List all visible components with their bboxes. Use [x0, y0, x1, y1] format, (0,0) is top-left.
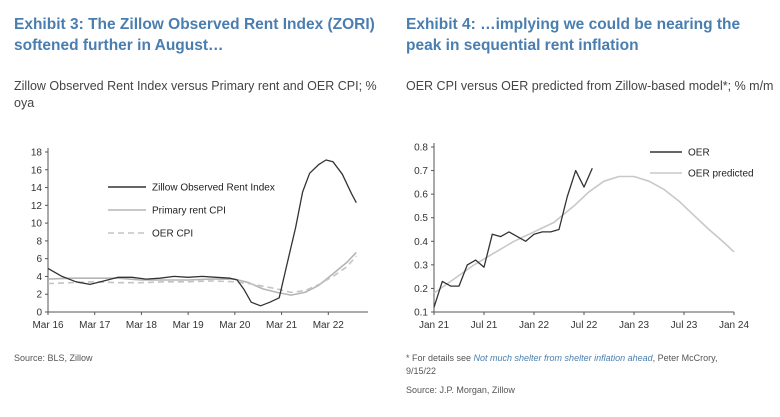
exhibit-3-chart: 0 2 4 6 8 10 12 14 16 18 Mar 16 Mar 17 Mar 18 Mar 19 M… — [31, 148, 368, 331]
y-tick-label: 10 — [31, 219, 43, 230]
exhibit-4-footnote: * For details see Not much shelter from … — [406, 352, 746, 378]
y-tick-label: 0.1 — [414, 308, 428, 319]
exhibit-4-title: Exhibit 4: …implying we could be nearing… — [406, 16, 741, 54]
series-line-oer-cpi — [47, 255, 357, 294]
y-tick-label: 0 — [36, 308, 42, 319]
exhibit-4-source: Source: J.P. Morgan, Zillow — [406, 385, 515, 395]
y-tick-label: 18 — [31, 148, 43, 159]
y-tick-label: 2 — [36, 290, 42, 301]
x-tick-label: Jul 21 — [471, 320, 498, 331]
exhibit-3-title: Exhibit 3: The Zillow Observed Rent Inde… — [14, 16, 375, 54]
exhibit-3-subtitle: Zillow Observed Rent Index versus Primar… — [14, 79, 377, 110]
exhibit-4-chart: 0.1 0.2 0.3 0.4 0.5 0.6 0.7 0.8 Jan 21 Jul 21 Jan … — [414, 143, 754, 332]
footnote-suffix: , Peter McCrory, 9/15/22 — [406, 353, 718, 376]
x-tick-label: Mar 16 — [32, 320, 64, 331]
x-tick-label: Jan 22 — [519, 320, 549, 331]
x-tick-label: Jan 21 — [419, 320, 449, 331]
exhibit-3-source: Source: BLS, Zillow — [14, 353, 93, 363]
y-tick-label: 0.8 — [414, 143, 428, 154]
y-tick-label: 0.2 — [414, 284, 428, 295]
legend-label-oer: OER — [688, 148, 710, 159]
y-tick-label: 16 — [31, 165, 43, 176]
y-tick-label: 12 — [31, 201, 43, 212]
x-tick-label: Jul 23 — [671, 320, 698, 331]
y-tick-label: 0.7 — [414, 166, 428, 177]
x-tick-label: Mar 20 — [219, 320, 251, 331]
x-tick-label: Mar 22 — [313, 320, 345, 331]
x-tick-label: Jul 22 — [571, 320, 598, 331]
x-tick-label: Jan 24 — [719, 320, 749, 331]
y-tick-label: 6 — [36, 254, 42, 265]
x-tick-label: Mar 21 — [266, 320, 298, 331]
exhibit-4-panel: Exhibit 4: …implying we could be nearing… — [392, 0, 780, 417]
y-tick-label: 8 — [36, 236, 42, 247]
footnote-prefix: * For details see — [406, 353, 474, 363]
y-tick-label: 0.3 — [414, 260, 428, 271]
series-line-oer — [433, 167, 593, 308]
legend-label-zillow-observed-rent-index: Zillow Observed Rent Index — [152, 183, 275, 194]
x-tick-label: Jan 23 — [619, 320, 649, 331]
legend-label-primary-rent-cpi: Primary rent CPI — [152, 206, 226, 217]
series-line-oer-predicted — [433, 175, 735, 294]
exhibit-3-panel: Exhibit 3: The Zillow Observed Rent Inde… — [14, 16, 377, 363]
y-tick-label: 14 — [31, 183, 43, 194]
footnote-link[interactable]: Not much shelter from shelter inflation … — [473, 353, 653, 363]
y-tick-label: 4 — [36, 272, 42, 283]
x-tick-label: Mar 17 — [79, 320, 111, 331]
y-tick-label: 0.4 — [414, 237, 428, 248]
exhibit-4-subtitle: OER CPI versus OER predicted from Zillow… — [406, 79, 774, 93]
y-tick-label: 0.6 — [414, 190, 428, 201]
y-tick-label: 0.5 — [414, 213, 428, 224]
series-line-zillow-observed-rent-index — [47, 159, 357, 307]
legend-label-oer-cpi: OER CPI — [152, 229, 193, 240]
x-tick-label: Mar 19 — [173, 320, 205, 331]
x-tick-label: Mar 18 — [126, 320, 158, 331]
legend-label-oer-predicted: OER predicted — [688, 169, 754, 180]
